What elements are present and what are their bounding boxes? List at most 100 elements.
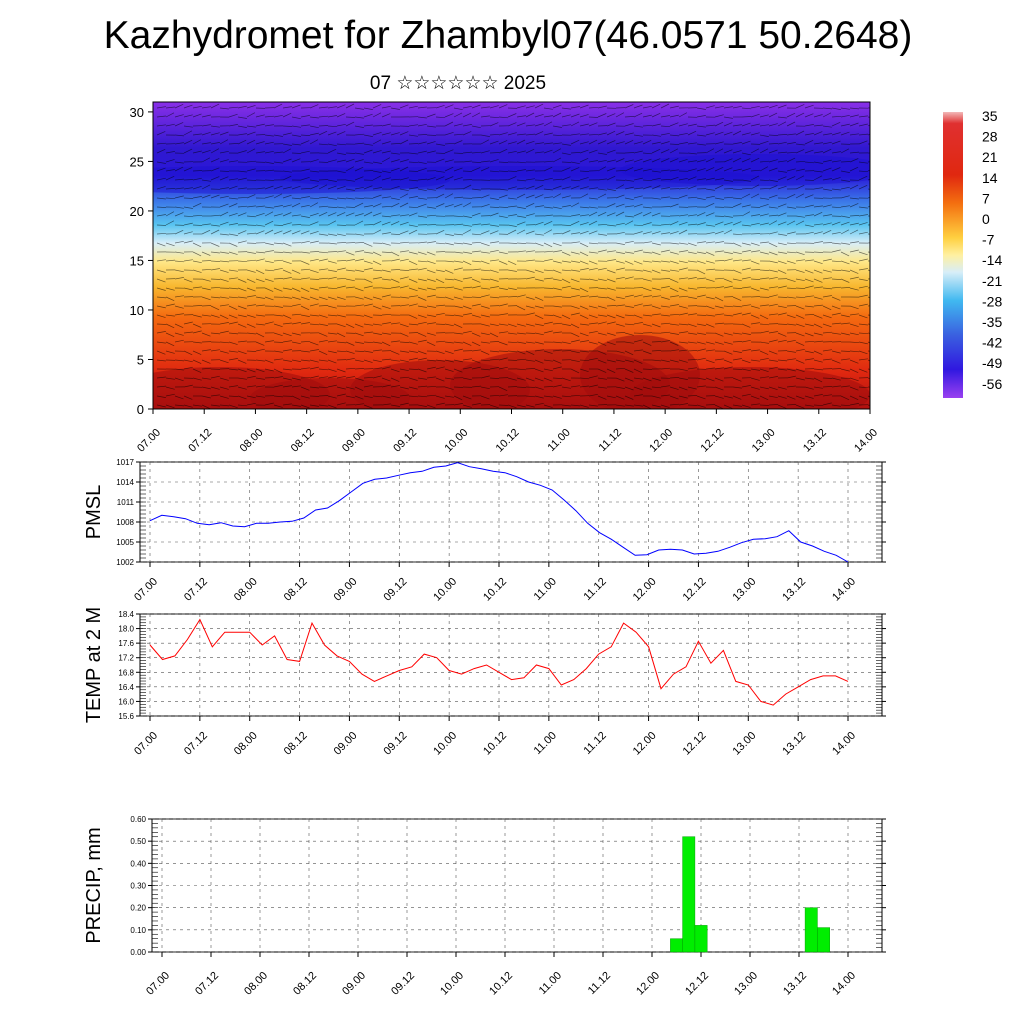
wind-barb (444, 359, 454, 363)
wind-barb (606, 359, 616, 363)
wind-barb (489, 159, 499, 163)
wind-barb (777, 359, 788, 362)
wind-barb (426, 376, 436, 379)
wind-barb (192, 314, 202, 318)
wind-barb (696, 269, 706, 275)
wind-barb (219, 107, 229, 110)
wind-barb (372, 175, 382, 181)
wind-barb (552, 278, 562, 282)
wind-barb (453, 323, 463, 329)
wind-barb (237, 224, 248, 226)
wind-barb (552, 322, 563, 325)
wind-barb (489, 212, 499, 217)
wind-barb (714, 296, 724, 302)
wind-barb (831, 167, 841, 172)
wind-barb (696, 404, 706, 408)
wind-barb (237, 230, 247, 235)
wind-barb (489, 230, 499, 235)
wind-barb (309, 240, 319, 244)
wind-barb (399, 386, 409, 390)
wind-barb (228, 251, 238, 255)
wind-barb (723, 341, 733, 345)
wind-barb (516, 294, 526, 298)
wind-barb (669, 332, 679, 335)
wind-barb (291, 332, 301, 336)
wind-barb (345, 341, 355, 346)
wind-barb (156, 350, 166, 355)
wind-barb (210, 148, 220, 154)
wind-barb (687, 142, 697, 145)
wind-barb (642, 278, 652, 282)
wind-barb (336, 197, 347, 200)
wind-barb (345, 323, 355, 329)
wind-barb (516, 139, 526, 145)
wind-barb (372, 395, 383, 398)
wind-barb (705, 377, 715, 382)
wind-barb (507, 269, 517, 272)
x-tick-label: 09.00 (332, 730, 360, 758)
wind-barb (435, 116, 446, 119)
wind-barb (444, 269, 454, 274)
wind-barb (822, 277, 832, 280)
wind-barb (156, 232, 167, 235)
wind-barb (597, 386, 607, 389)
wind-barb (156, 259, 166, 262)
wind-barb (669, 158, 679, 163)
wind-barb (660, 367, 671, 370)
wind-barb (444, 350, 454, 355)
wind-barb (381, 366, 391, 370)
wind-barb (669, 403, 680, 406)
wind-barb (849, 249, 859, 253)
wind-barb (336, 267, 346, 271)
wind-barb (507, 229, 517, 235)
wind-barb (642, 404, 652, 409)
wind-barb (507, 386, 518, 388)
wind-barb (633, 359, 643, 364)
wind-barb (471, 296, 482, 298)
wind-barb (543, 395, 553, 398)
wind-barb (813, 296, 823, 300)
wind-barb (408, 196, 418, 199)
wind-barb (552, 366, 562, 370)
wind-barb (768, 269, 778, 273)
wind-barb (678, 132, 688, 136)
wind-barb (840, 179, 850, 182)
wind-barb (489, 377, 500, 379)
colorbar-ramp (943, 112, 963, 398)
wind-barb (624, 260, 634, 265)
wind-barb (813, 332, 823, 336)
wind-barb (606, 332, 616, 336)
wind-barb (426, 269, 436, 274)
wind-barb (786, 157, 796, 163)
wind-barb (183, 331, 193, 334)
wind-barb (822, 242, 833, 244)
wind-barb (597, 350, 607, 355)
wind-barb (804, 113, 814, 118)
wind-barb (354, 269, 364, 272)
panel-grid (152, 818, 882, 953)
wind-barb (363, 350, 373, 353)
wind-barb (282, 385, 292, 388)
wind-barb (822, 214, 832, 217)
wind-barb (750, 113, 760, 118)
wind-barb (840, 278, 850, 283)
wind-barb (183, 278, 193, 283)
wind-barb (687, 251, 697, 255)
wind-barb (336, 314, 346, 318)
wind-barb (390, 377, 400, 382)
wind-barb (615, 404, 625, 407)
wind-barb (732, 203, 742, 208)
wind-barb (741, 339, 751, 343)
wind-barb (417, 339, 427, 343)
x-tick-label: 11.00 (545, 427, 572, 454)
wind-barb (642, 152, 653, 155)
wind-barb (633, 104, 643, 109)
wind-barb (822, 377, 833, 379)
wind-barb (201, 223, 211, 226)
wind-barb (534, 142, 544, 145)
wind-barb (372, 341, 382, 344)
wind-barb (219, 377, 229, 381)
wind-barb (588, 384, 598, 388)
wind-barb (777, 386, 787, 390)
